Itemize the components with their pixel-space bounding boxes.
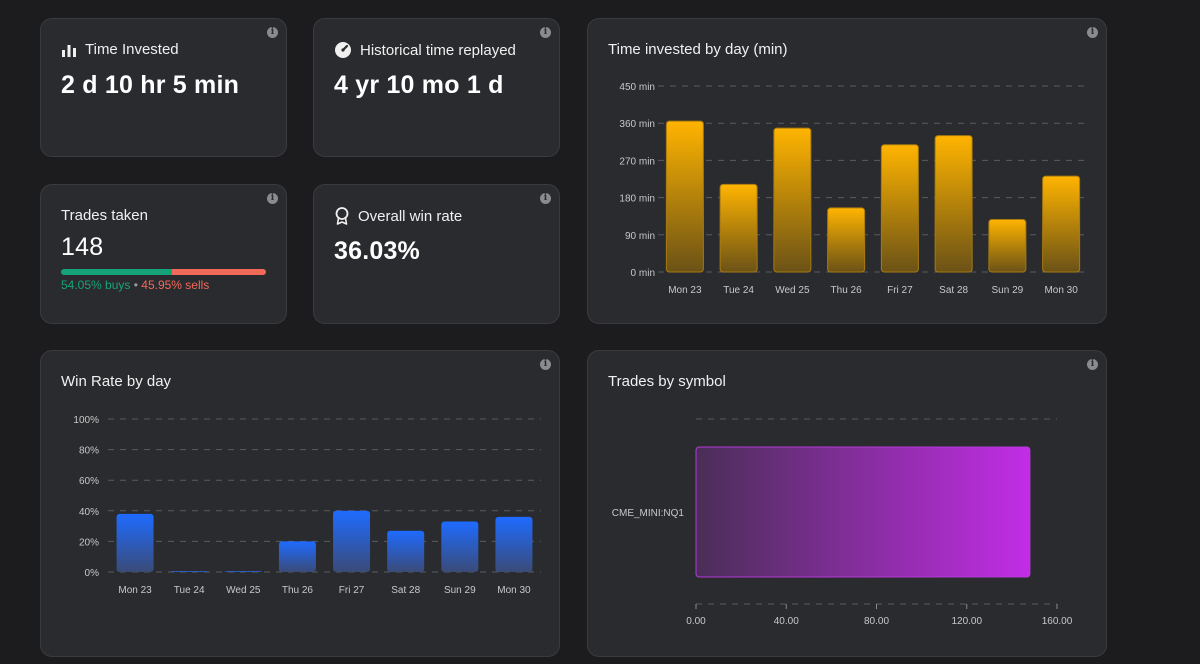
y-tick-label: 80% (79, 446, 99, 457)
bar-tue-24 (170, 571, 208, 572)
x-tick-label: Sat 28 (939, 285, 968, 296)
win-rate-title-row: Overall win rate (334, 207, 462, 225)
x-tick-label: Fri 27 (339, 585, 365, 596)
y-tick-label: 40% (79, 507, 99, 518)
winrate-by-day-chart: 0% 20% 40% 60% 80% 100% Mon 23 Tue 24 Wed 25 Thu … (73, 415, 541, 596)
x-tick-label: 120.00 (951, 616, 982, 627)
y-tick-label: 20% (79, 537, 99, 548)
x-tick-label: Thu 26 (282, 585, 314, 596)
bar-sun-29 (441, 521, 479, 572)
info-icon[interactable]: i (540, 193, 551, 204)
historical-title: Historical time replayed (360, 41, 516, 59)
trades-by-symbol-card: i Trades by symbol 0.00 40.00 80.00 120.00 1… (587, 350, 1107, 657)
time-by-day-chart: 0 min 90 min 180 min 270 min 360 min 450 min M… (619, 82, 1088, 296)
historical-title-row: Historical time replayed (334, 41, 516, 59)
winrate-by-day-card: i Win Rate by day 0% 20% 40% 60% 80% 100% Mon … (40, 350, 560, 657)
y-tick-label: 450 min (619, 82, 655, 93)
y-tick-label: 60% (79, 476, 99, 487)
bar-mon-30 (1042, 175, 1081, 273)
time-invested-title: Time Invested (85, 41, 179, 58)
buy-sell-split-bar (61, 269, 266, 275)
trades-title: Trades taken (61, 207, 148, 224)
y-category-label: CME_MINI:NQ1 (612, 508, 685, 519)
bar-fri-27 (880, 144, 919, 273)
sells-segment (171, 269, 266, 275)
time-by-day-title: Time invested by day (min) (608, 41, 788, 58)
caption-separator: • (130, 278, 142, 292)
bar-mon-23 (116, 513, 154, 572)
bar-cme-mini-nq1 (695, 446, 1031, 578)
info-icon[interactable]: i (540, 27, 551, 38)
y-tick-label: 0% (85, 568, 100, 579)
info-icon[interactable]: i (267, 27, 278, 38)
bar-sun-29 (988, 219, 1027, 273)
buy-sell-caption: 54.05% buys • 45.95% sells (61, 278, 209, 292)
time-invested-title-row: Time Invested (61, 41, 179, 58)
win-rate-title: Overall win rate (358, 207, 463, 225)
x-tick-label: Fri 27 (887, 285, 913, 296)
x-tick-label: Mon 30 (1044, 285, 1078, 296)
x-tick-label: Sat 28 (391, 585, 420, 596)
buys-segment (61, 269, 172, 275)
bar-sat-28 (387, 530, 425, 572)
x-tick-label: Sun 29 (444, 585, 476, 596)
bar-fri-27 (333, 510, 371, 572)
time-by-day-card: i Time invested by day (min) 0 min 90 min… (587, 18, 1107, 324)
trades-title-row: Trades taken (61, 207, 148, 224)
y-tick-label: 90 min (625, 231, 655, 242)
trades-value: 148 (61, 233, 104, 261)
time-invested-card: i Time Invested 2 d 10 hr 5 min (40, 18, 287, 157)
buys-label: 54.05% buys (61, 278, 131, 292)
x-tick-label: Tue 24 (723, 285, 754, 296)
y-tick-label: 360 min (619, 119, 655, 130)
bar-chart-icon (62, 44, 76, 57)
bar-tue-24 (719, 183, 758, 273)
award-icon (335, 207, 349, 225)
y-tick-label: 270 min (619, 156, 655, 167)
x-tick-label: 160.00 (1042, 616, 1073, 627)
winrate-by-day-title: Win Rate by day (61, 373, 172, 390)
x-tick-label: Mon 30 (497, 585, 531, 596)
bar-mon-30 (495, 516, 533, 572)
y-tick-label: 100% (73, 415, 99, 426)
sells-label: 45.95% sells (141, 278, 210, 292)
x-tick-label: Sun 29 (992, 285, 1024, 296)
bar-thu-26 (827, 207, 866, 273)
x-tick-label: 40.00 (774, 616, 799, 627)
x-tick-label: Mon 23 (118, 585, 152, 596)
historical-time-card: i Historical time replayed 4 yr 10 mo 1 … (313, 18, 560, 157)
x-tick-label: Tue 24 (174, 585, 205, 596)
x-tick-label: 80.00 (864, 616, 889, 627)
info-icon[interactable]: i (1087, 359, 1098, 370)
bar-sat-28 (934, 135, 973, 273)
info-icon[interactable]: i (267, 193, 278, 204)
x-tick-label: Thu 26 (831, 285, 863, 296)
y-tick-label: 180 min (619, 194, 655, 205)
x-tick-label: Wed 25 (775, 285, 810, 296)
win-rate-card: i Overall win rate 36.03% (313, 184, 560, 324)
x-tick-label: Mon 23 (668, 285, 702, 296)
trades-by-symbol-chart: 0.00 40.00 80.00 120.00 160.00 CME_MINI:NQ1 (612, 418, 1073, 627)
x-tick-label: 0.00 (686, 616, 706, 627)
trades-by-symbol-title: Trades by symbol (608, 373, 726, 390)
win-rate-value: 36.03% (334, 237, 420, 265)
bar-thu-26 (278, 541, 316, 572)
bar-wed-25 (224, 571, 262, 572)
gauge-icon (335, 42, 351, 58)
info-icon[interactable]: i (540, 359, 551, 370)
historical-value: 4 yr 10 mo 1 d (334, 71, 504, 99)
time-invested-value: 2 d 10 hr 5 min (61, 71, 240, 99)
y-tick-label: 0 min (631, 268, 655, 279)
bar-mon-23 (665, 120, 704, 273)
trades-taken-card: i Trades taken 148 54.05% buys • 45.95% … (40, 184, 287, 324)
bar-wed-25 (773, 127, 812, 273)
info-icon[interactable]: i (1087, 27, 1098, 38)
x-tick-label: Wed 25 (226, 585, 261, 596)
